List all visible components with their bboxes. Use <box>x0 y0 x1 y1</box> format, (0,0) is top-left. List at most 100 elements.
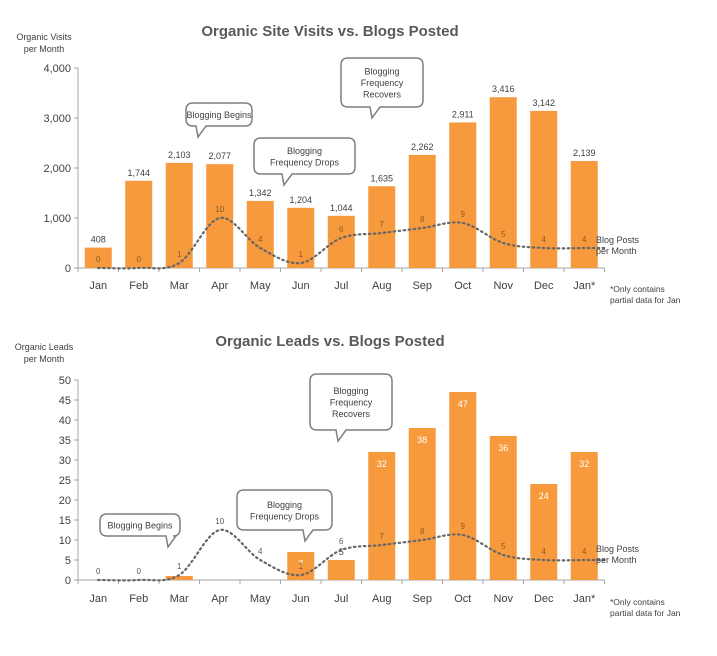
bar <box>246 200 274 268</box>
bar <box>125 180 153 268</box>
x-tick-label: Sep <box>412 593 432 605</box>
x-tick-label: Oct <box>454 280 471 292</box>
callout-bubble <box>340 57 424 120</box>
chart-title: Organic Site Visits vs. Blogs Posted <box>201 23 458 40</box>
blog-posts-label: 7 <box>380 532 385 541</box>
y-tick-label: 2,000 <box>43 163 71 175</box>
bar-value-label: 1,744 <box>127 168 150 178</box>
blog-posts-label: 1 <box>299 250 304 259</box>
bar <box>530 110 558 269</box>
blog-posts-label: 7 <box>380 220 385 229</box>
bar <box>408 154 436 268</box>
blog-posts-label: 0 <box>137 567 142 576</box>
bar <box>449 392 477 580</box>
blog-posts-label: 8 <box>420 527 425 536</box>
bar <box>84 247 112 268</box>
bar-value-label: 47 <box>458 399 468 409</box>
bar <box>530 484 558 580</box>
bar-value-label: 7 <box>298 559 303 569</box>
blog-posts-label: 1 <box>177 250 182 259</box>
y-tick-label: 3,000 <box>43 113 71 125</box>
y-tick-label: 0 <box>65 263 71 275</box>
footnote: partial data for Jan <box>610 295 681 305</box>
blog-posts-label: 4 <box>582 235 587 244</box>
blog-posts-label: 10 <box>215 205 224 214</box>
callout-text: Frequency Drops <box>250 511 320 521</box>
footnote: *Only contains <box>610 284 665 294</box>
y-tick-label: 0 <box>65 575 71 587</box>
y-axis-label: Organic Leads <box>15 342 74 352</box>
callout-text: Recovers <box>332 409 371 419</box>
bar <box>368 452 396 580</box>
x-tick-label: Jan* <box>573 280 596 292</box>
x-tick-label: Dec <box>534 593 554 605</box>
x-tick-label: Sep <box>412 280 432 292</box>
x-tick-label: Jul <box>334 593 348 605</box>
callout-text: Blogging Begins <box>107 521 173 531</box>
y-tick-label: 30 <box>59 455 71 467</box>
callout-text: Frequency Drops <box>270 157 340 167</box>
x-tick-label: Jul <box>334 280 348 292</box>
callout-bubble <box>99 513 181 549</box>
bar-value-label: 1,204 <box>289 195 312 205</box>
x-tick-label: Apr <box>211 593 228 605</box>
y-tick-label: 5 <box>65 555 71 567</box>
line-legend: Blog Posts <box>596 235 640 245</box>
callout-text: Blogging <box>364 67 399 77</box>
blog-posts-line <box>97 528 608 582</box>
x-tick-label: Jun <box>292 593 310 605</box>
bar <box>327 215 355 268</box>
footnote: *Only contains <box>610 597 665 607</box>
blog-posts-label: 5 <box>501 542 506 551</box>
blog-posts-label: 1 <box>177 562 182 571</box>
y-tick-label: 1,000 <box>43 213 71 225</box>
bar-value-label: 38 <box>417 435 427 445</box>
footnote: partial data for Jan <box>610 608 681 618</box>
y-axis-label: per Month <box>24 354 65 364</box>
y-tick-label: 50 <box>59 375 71 387</box>
x-tick-label: Oct <box>454 593 471 605</box>
bar-value-label: 408 <box>91 235 106 245</box>
x-tick-label: Aug <box>372 593 392 605</box>
bar-value-label: 2,103 <box>168 150 191 160</box>
x-tick-label: Nov <box>493 593 513 605</box>
y-axis-label: Organic Visits <box>16 32 72 42</box>
x-tick-label: Feb <box>129 280 148 292</box>
y-tick-label: 4,000 <box>43 63 71 75</box>
line-legend: Blog Posts <box>596 544 640 554</box>
x-tick-label: Jan* <box>573 593 596 605</box>
bar <box>570 452 598 580</box>
bar-value-label: 2,077 <box>208 151 231 161</box>
callout-bubble <box>253 137 356 187</box>
bar-value-label: 3,416 <box>492 84 515 94</box>
x-tick-label: Mar <box>170 593 189 605</box>
callout-bubble <box>185 102 253 139</box>
x-tick-label: Mar <box>170 280 189 292</box>
y-tick-label: 15 <box>59 515 71 527</box>
organic-visits-chart: Organic Site Visits vs. Blogs Posted Orga… <box>16 23 681 305</box>
blog-posts-label: 10 <box>215 517 224 526</box>
bar-value-label: 32 <box>377 459 387 469</box>
bar <box>327 560 355 580</box>
callout-bubble <box>309 373 393 443</box>
bar-value-label: 36 <box>498 443 508 453</box>
bar-value-label: 5 <box>339 547 344 557</box>
callout-text: Blogging <box>267 500 302 510</box>
bar-value-label: 32 <box>579 459 589 469</box>
organic-leads-chart: Organic Leads vs. Blogs Posted Organic Le… <box>15 333 681 618</box>
blog-posts-label: 4 <box>542 235 547 244</box>
callout-text: Frequency <box>330 398 373 408</box>
blog-posts-label: 4 <box>542 547 547 556</box>
bar-value-label: 3,142 <box>532 98 555 108</box>
blog-posts-label: 6 <box>339 225 344 234</box>
bar <box>165 162 193 268</box>
bar-value-label: 2,139 <box>573 148 596 158</box>
bar-value-label: 1,635 <box>370 173 393 183</box>
bar <box>206 164 234 268</box>
y-tick-label: 10 <box>59 535 71 547</box>
x-tick-label: Jan <box>89 593 107 605</box>
x-tick-label: May <box>250 593 271 605</box>
bar-value-label: 2,911 <box>452 109 474 119</box>
bar-value-label: 1,342 <box>249 188 272 198</box>
